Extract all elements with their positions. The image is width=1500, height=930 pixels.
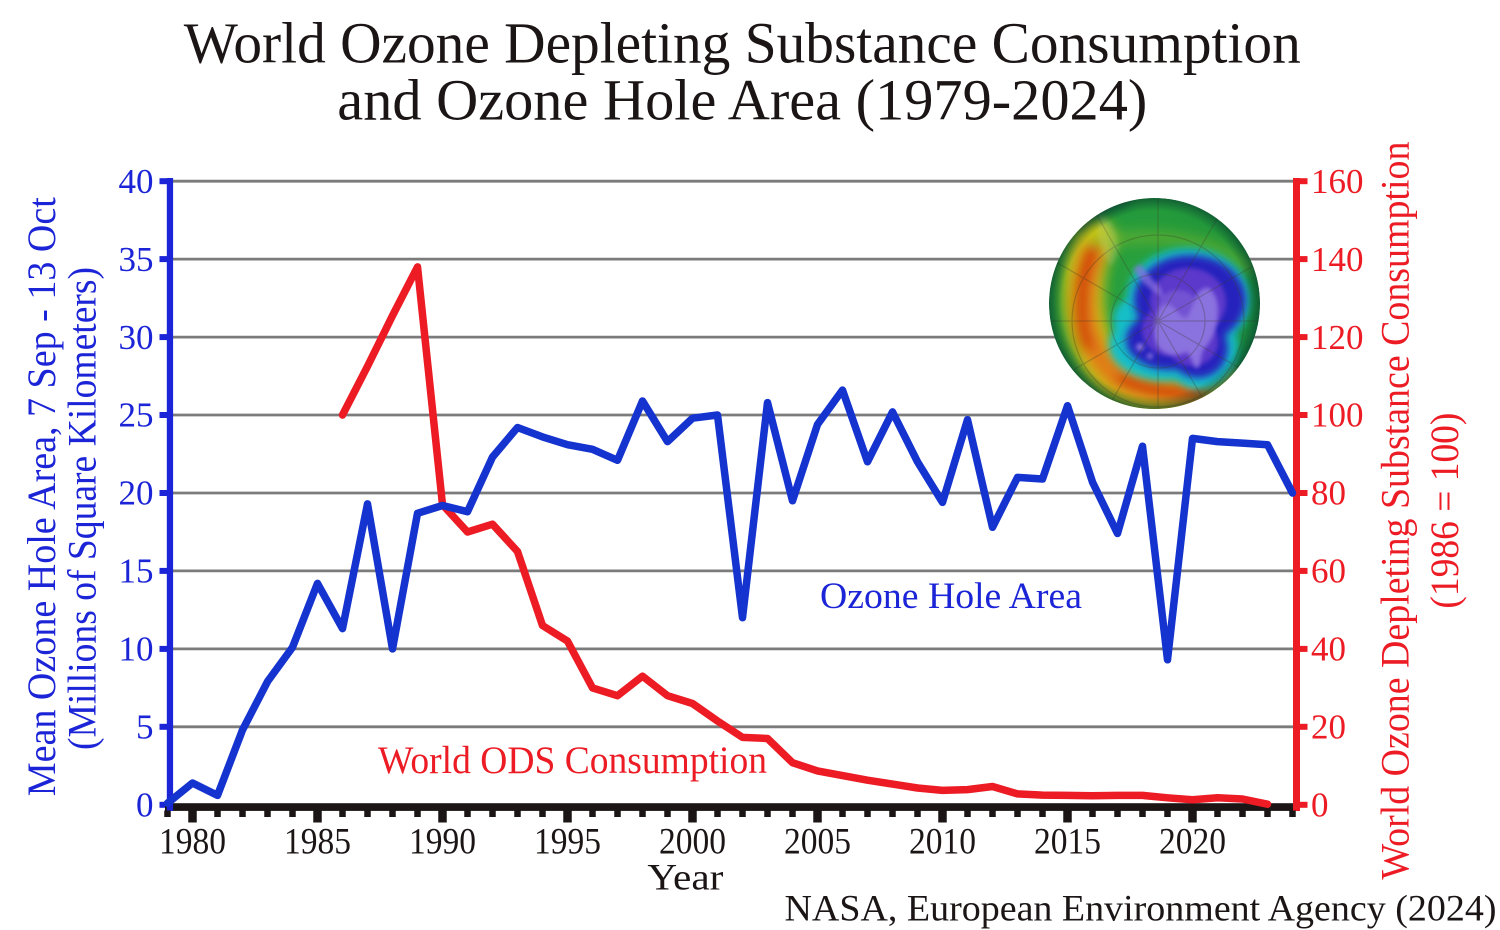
svg-text:2020: 2020 (1159, 822, 1226, 863)
svg-text:5: 5 (136, 708, 154, 747)
svg-text:World ODS Consumption: World ODS Consumption (378, 739, 767, 782)
svg-text:120: 120 (1311, 318, 1364, 357)
svg-text:(1986 = 100): (1986 = 100) (1422, 413, 1467, 609)
svg-text:(Millions of Square Kilometers: (Millions of Square Kilometers) (60, 267, 105, 750)
svg-text:20: 20 (119, 474, 154, 513)
svg-text:Mean Ozone Hole Area, 7 Sep -: Mean Ozone Hole Area, 7 Sep - 13 Oct (19, 197, 64, 796)
svg-text:60: 60 (1311, 552, 1346, 591)
svg-text:Year: Year (647, 858, 724, 899)
svg-text:2010: 2010 (909, 822, 976, 863)
svg-text:40: 40 (1311, 630, 1346, 669)
svg-text:25: 25 (119, 396, 154, 435)
svg-text:0: 0 (136, 786, 154, 825)
svg-text:15: 15 (119, 552, 154, 591)
svg-text:NASA, European Environment Age: NASA, European Environment Agency (2024) (785, 889, 1497, 930)
svg-text:World Ozone Depleting Substanc: World Ozone Depleting Substance Consumpt… (184, 11, 1301, 76)
svg-text:140: 140 (1311, 240, 1364, 279)
svg-text:35: 35 (119, 240, 154, 279)
svg-text:20: 20 (1311, 708, 1346, 747)
svg-text:2015: 2015 (1034, 822, 1101, 863)
svg-text:0: 0 (1311, 786, 1329, 825)
svg-text:1995: 1995 (534, 822, 601, 863)
svg-text:80: 80 (1311, 474, 1346, 513)
svg-text:100: 100 (1311, 396, 1364, 435)
svg-text:160: 160 (1311, 162, 1364, 201)
svg-text:1985: 1985 (284, 822, 351, 863)
svg-text:1980: 1980 (159, 822, 226, 863)
svg-text:2000: 2000 (659, 822, 726, 863)
svg-text:Ozone Hole Area: Ozone Hole Area (820, 576, 1082, 617)
svg-text:40: 40 (119, 162, 154, 201)
svg-text:10: 10 (119, 630, 154, 669)
svg-text:and Ozone Hole Area (1979-2024: and Ozone Hole Area (1979-2024) (337, 67, 1147, 132)
svg-text:2005: 2005 (784, 822, 851, 863)
svg-text:30: 30 (119, 318, 154, 357)
svg-text:1990: 1990 (409, 822, 476, 863)
svg-text:World Ozone Depleting Substanc: World Ozone Depleting Substance Consumpt… (1373, 142, 1418, 880)
